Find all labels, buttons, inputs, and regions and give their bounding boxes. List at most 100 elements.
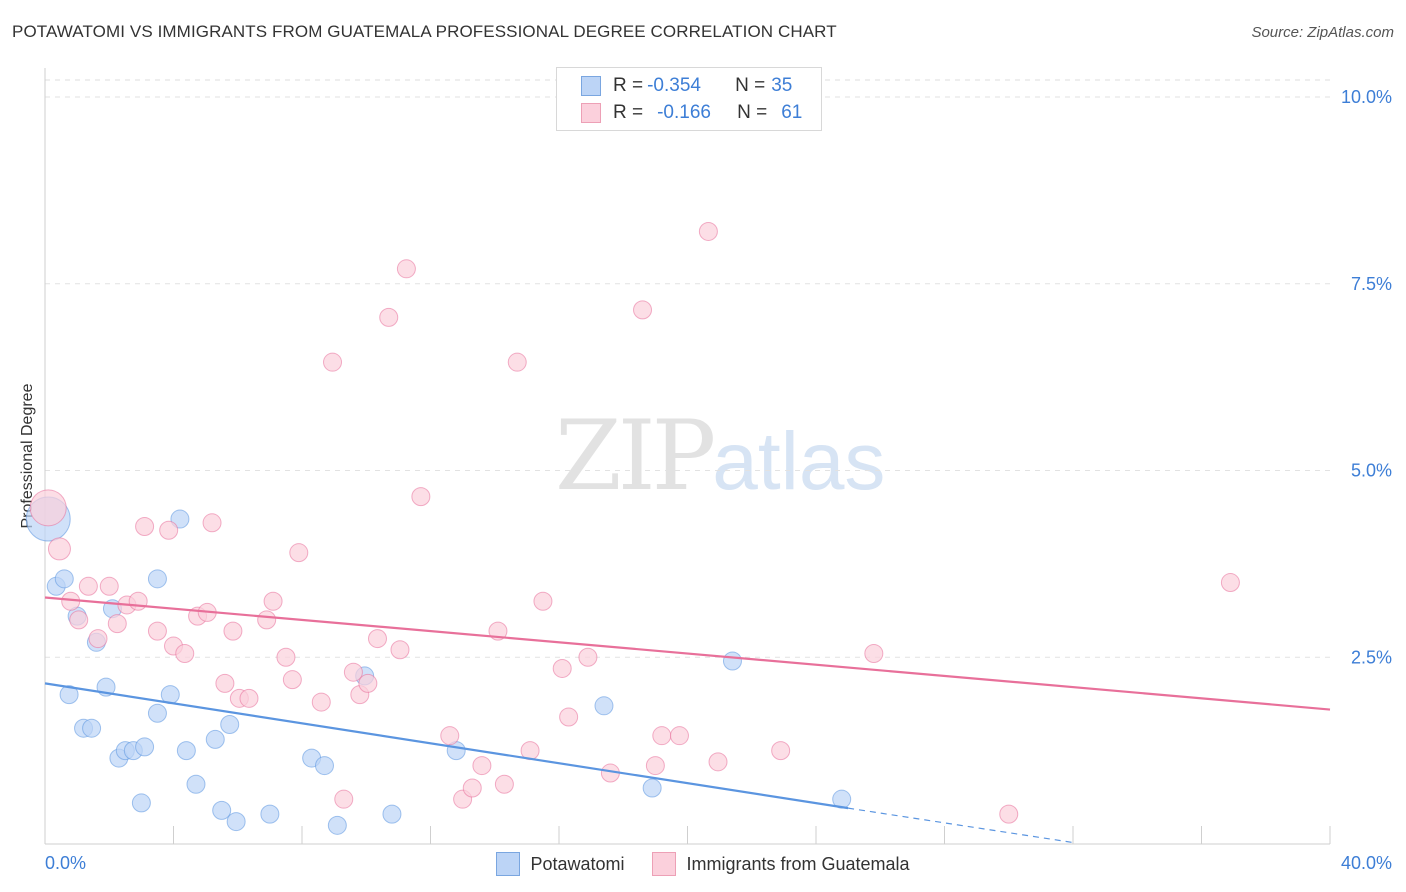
guatemala-point: [379, 307, 399, 327]
guatemala-point: [552, 658, 572, 678]
potawatomi-point: [186, 774, 206, 794]
legend-item-potawatomi[interactable]: Potawatomi: [496, 852, 624, 876]
stats-legend: R = -0.354 N = 35 R = -0.166 N = 61: [556, 67, 822, 131]
potawatomi-point: [314, 756, 334, 776]
stats-row-potawatomi: R = -0.354 N = 35: [581, 74, 792, 98]
guatemala-point: [276, 647, 296, 667]
guatemala-point: [263, 591, 283, 611]
potawatomi-point: [220, 714, 240, 734]
guatemala-point: [472, 756, 492, 776]
potawatomi-point: [147, 703, 167, 723]
potawatomi-point: [82, 718, 102, 738]
stats-row-guatemala: R = -0.166 N = 61: [581, 101, 802, 125]
potawatomi-point: [147, 569, 167, 589]
potawatomi-point: [54, 569, 74, 589]
potawatomi-point: [131, 793, 151, 813]
guatemala-point: [239, 688, 259, 708]
guatemala-point: [698, 221, 718, 241]
guatemala-point: [507, 352, 527, 372]
guatemala-point: [343, 662, 363, 682]
guatemala-point: [175, 644, 195, 664]
y-tick-label: 2.5%: [1351, 647, 1392, 667]
guatemala-point: [462, 778, 482, 798]
potawatomi-point: [205, 729, 225, 749]
guatemala-point: [69, 610, 89, 630]
potawatomi-point: [226, 812, 246, 832]
guatemala-point: [99, 576, 119, 596]
r-label: R =: [613, 102, 644, 123]
guatemala-point: [128, 591, 148, 611]
guatemala-point: [47, 537, 71, 561]
potawatomi-point: [176, 741, 196, 761]
source-label: Source: ZipAtlas.com: [1251, 24, 1394, 41]
guatemala-point: [29, 489, 67, 527]
guatemala-point: [78, 576, 98, 596]
potawatomi-point: [642, 778, 662, 798]
watermark-atlas: atlas: [712, 416, 886, 507]
guatemala-point: [440, 726, 460, 746]
guatemala-point: [1220, 573, 1240, 593]
guatemala-trend-line: [44, 596, 1331, 711]
guatemala-point: [147, 621, 167, 641]
guatemala-point: [282, 670, 302, 690]
potawatomi-trend-line: [44, 682, 849, 810]
x-tick-label: 40.0%: [1341, 853, 1392, 873]
n-value: 61: [781, 102, 803, 123]
potawatomi-swatch: [496, 852, 521, 876]
guatemala-point: [633, 300, 653, 320]
potawatomi-point: [212, 800, 232, 820]
n-label: N =: [737, 102, 768, 123]
guatemala-point: [358, 673, 378, 693]
watermark: ZIPatlas: [555, 400, 885, 512]
guatemala-point: [323, 352, 343, 372]
guatemala-swatch: [652, 852, 677, 876]
n-label: N =: [735, 75, 766, 96]
r-value: -0.166: [657, 102, 711, 123]
guatemala-point: [652, 726, 672, 746]
guatemala-point: [533, 591, 553, 611]
guatemala-point: [771, 741, 791, 761]
y-tick-label: 7.5%: [1351, 274, 1392, 294]
potawatomi-point: [170, 509, 190, 529]
guatemala-point: [311, 692, 331, 712]
guatemala-point: [223, 621, 243, 641]
guatemala-point: [494, 774, 514, 794]
potawatomi-point: [382, 804, 402, 824]
y-tick-label: 5.0%: [1351, 461, 1392, 481]
potawatomi-point: [594, 696, 614, 716]
potawatomi-swatch: [581, 76, 601, 96]
potawatomi-point: [260, 804, 280, 824]
guatemala-point: [107, 614, 127, 634]
guatemala-swatch: [581, 103, 601, 123]
r-value: -0.354: [647, 75, 701, 96]
guatemala-point: [578, 647, 598, 667]
guatemala-point: [289, 543, 309, 563]
legend-item-guatemala[interactable]: Immigrants from Guatemala: [652, 852, 910, 876]
guatemala-point: [999, 804, 1019, 824]
guatemala-point: [202, 513, 222, 533]
guatemala-point: [645, 756, 665, 776]
guatemala-point: [390, 640, 410, 660]
guatemala-point: [559, 707, 579, 727]
guatemala-point: [159, 520, 179, 540]
series-legend: Potawatomi Immigrants from Guatemala: [0, 852, 1406, 876]
chart-title: POTAWATOMI VS IMMIGRANTS FROM GUATEMALA …: [12, 22, 837, 41]
guatemala-point: [864, 644, 884, 664]
guatemala-point: [257, 610, 277, 630]
potawatomi-point: [327, 815, 347, 835]
guatemala-point: [411, 487, 431, 507]
r-label: R =: [613, 75, 644, 96]
guatemala-point: [669, 726, 689, 746]
guatemala-point: [708, 752, 728, 772]
x-tick-label: 0.0%: [45, 853, 86, 873]
watermark-zip: ZIP: [555, 400, 716, 512]
potawatomi-point: [59, 685, 79, 705]
potawatomi-point: [135, 737, 155, 757]
potawatomi-trend-line-extension: [848, 807, 1074, 844]
n-value: 35: [771, 75, 793, 96]
legend-label: Potawatomi: [530, 853, 625, 874]
potawatomi-point: [722, 651, 742, 671]
guatemala-point: [334, 789, 354, 809]
guatemala-point: [367, 629, 387, 649]
y-tick-label: 10.0%: [1341, 87, 1392, 107]
